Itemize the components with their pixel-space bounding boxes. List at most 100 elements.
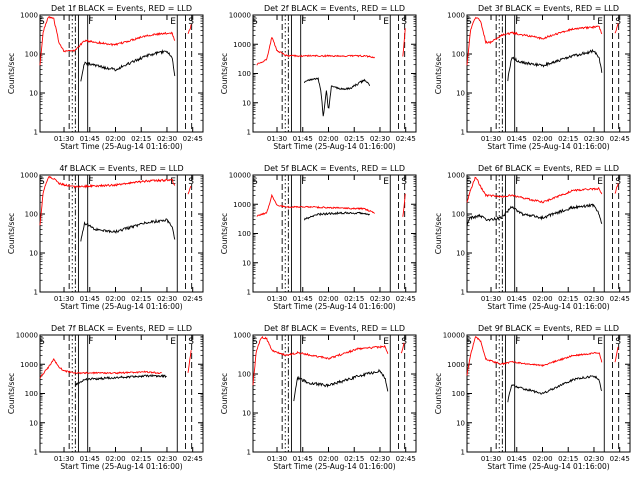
region-label: S (401, 17, 407, 27)
region-label: S (188, 337, 194, 347)
lld-series-line (466, 335, 619, 376)
y-tick-label: 1 (247, 449, 251, 457)
y-tick-label: 1 (247, 129, 251, 137)
x-axis-label: Start Time (25-Aug-14 01:16:00) (273, 302, 395, 311)
x-tick-label: 02:45 (183, 295, 203, 303)
panel-title: 4f BLACK = Events, RED = LLD (59, 164, 183, 173)
y-tick-label: 1000 (233, 332, 251, 340)
plot-frame (39, 174, 204, 293)
events-series-line (80, 218, 176, 242)
x-tick-label: 02:15 (344, 295, 364, 303)
events-series-line (303, 77, 371, 117)
x-tick-label: 01:30 (267, 135, 287, 143)
x-tick-label: 01:45 (507, 135, 527, 143)
region-label: E (170, 337, 176, 347)
panel-title: Det 8f BLACK = Events, RED = LLD (264, 324, 405, 333)
lld-series-line (39, 175, 192, 226)
x-tick-label: 02:00 (318, 135, 338, 143)
x-tick-label: 02:30 (370, 455, 390, 463)
plot-frame (39, 334, 204, 453)
x-tick-label: 02:15 (131, 455, 151, 463)
y-tick-label: 10 (242, 259, 251, 267)
y-axis-label: Counts/sec (434, 53, 443, 94)
y-tick-label: 10 (29, 90, 38, 98)
y-tick-label: 10000 (229, 172, 251, 180)
lld-series-line (39, 350, 192, 379)
x-tick-label: 01:45 (293, 135, 313, 143)
region-label: F (515, 17, 520, 27)
x-axis-label: Start Time (25-Aug-14 01:16:00) (487, 302, 609, 311)
panel-title: Det 6f BLACK = Events, RED = LLD (478, 164, 619, 173)
x-tick-label: 01:45 (293, 455, 313, 463)
panel-7: Det 7f BLACK = Events, RED = LLD 1 10 100 10… (7, 324, 204, 471)
region-label: E (597, 337, 603, 347)
region-label: S (39, 337, 45, 347)
events-series-line (303, 211, 370, 221)
panel-1: Det 1f BLACK = Events, RED = LLD 1 10 100 10… (7, 4, 204, 151)
x-axis-label: Start Time (25-Aug-14 01:16:00) (273, 142, 395, 151)
region-label: S (401, 177, 407, 187)
region-label: S (615, 177, 621, 187)
region-label: F (301, 17, 306, 27)
x-tick-label: 02:30 (584, 295, 604, 303)
plot-frame (252, 334, 417, 453)
x-tick-label: 02:45 (396, 135, 416, 143)
region-label: S (466, 337, 472, 347)
region-label: F (301, 177, 306, 187)
y-axis-label: Counts/sec (7, 213, 16, 254)
x-tick-label: 02:15 (558, 455, 578, 463)
y-tick-label: 10 (456, 90, 465, 98)
y-tick-label: 1000 (20, 12, 38, 20)
y-tick-label: 10 (29, 419, 38, 427)
y-tick-label: 100 (238, 230, 251, 238)
region-label: S (615, 17, 621, 27)
panel-4: 4f BLACK = Events, RED = LLD 1 10 100 1000 Co… (7, 164, 204, 311)
x-tick-label: 02:00 (532, 455, 552, 463)
x-tick-label: 02:30 (584, 135, 604, 143)
x-tick-label: 01:45 (293, 295, 313, 303)
region-label: F (88, 177, 93, 187)
x-tick-label: 02:30 (157, 455, 177, 463)
x-tick-label: 02:00 (532, 295, 552, 303)
plot-frame (466, 14, 631, 133)
y-axis-label: Counts/sec (7, 53, 16, 94)
region-label: S (466, 177, 472, 187)
panel-title: Det 2f BLACK = Events, RED = LLD (264, 4, 405, 13)
region-label: S (252, 17, 258, 27)
x-tick-label: 02:15 (344, 135, 364, 143)
y-tick-label: 10 (29, 250, 38, 258)
panel-title: Det 9f BLACK = Events, RED = LLD (478, 324, 619, 333)
x-tick-label: 02:15 (558, 135, 578, 143)
y-tick-label: 10000 (443, 332, 465, 340)
region-label: E (597, 17, 603, 27)
panel-6: Det 6f BLACK = Events, RED = LLD 1 10 100 10… (434, 164, 631, 311)
events-series-line (293, 368, 389, 402)
x-tick-label: 01:30 (267, 455, 287, 463)
x-tick-label: 01:30 (481, 135, 501, 143)
panel-5: Det 5f BLACK = Events, RED = LLD 1 10 100 10… (220, 164, 417, 311)
x-axis-label: Start Time (25-Aug-14 01:16:00) (487, 142, 609, 151)
region-label: E (170, 17, 176, 27)
x-tick-label: 02:45 (610, 135, 630, 143)
y-tick-label: 1 (461, 449, 465, 457)
x-tick-label: 02:00 (105, 295, 125, 303)
x-tick-label: 01:45 (507, 455, 527, 463)
lld-series-line (39, 16, 192, 66)
region-label: F (88, 17, 93, 27)
region-label: S (615, 337, 621, 347)
x-tick-label: 02:15 (344, 455, 364, 463)
region-label: S (401, 337, 407, 347)
lld-series-line (466, 176, 619, 204)
x-tick-label: 01:45 (80, 135, 100, 143)
x-tick-label: 02:45 (396, 455, 416, 463)
panel-9: Det 9f BLACK = Events, RED = LLD 1 10 100 10… (434, 324, 631, 471)
y-tick-label: 100 (25, 51, 38, 59)
x-tick-label: 01:30 (481, 455, 501, 463)
region-label: E (597, 177, 603, 187)
y-tick-label: 1 (34, 129, 38, 137)
x-axis-label: Start Time (25-Aug-14 01:16:00) (487, 462, 609, 471)
x-tick-label: 02:00 (105, 455, 125, 463)
x-axis-label: Start Time (25-Aug-14 01:16:00) (60, 302, 182, 311)
x-tick-label: 02:15 (131, 135, 151, 143)
